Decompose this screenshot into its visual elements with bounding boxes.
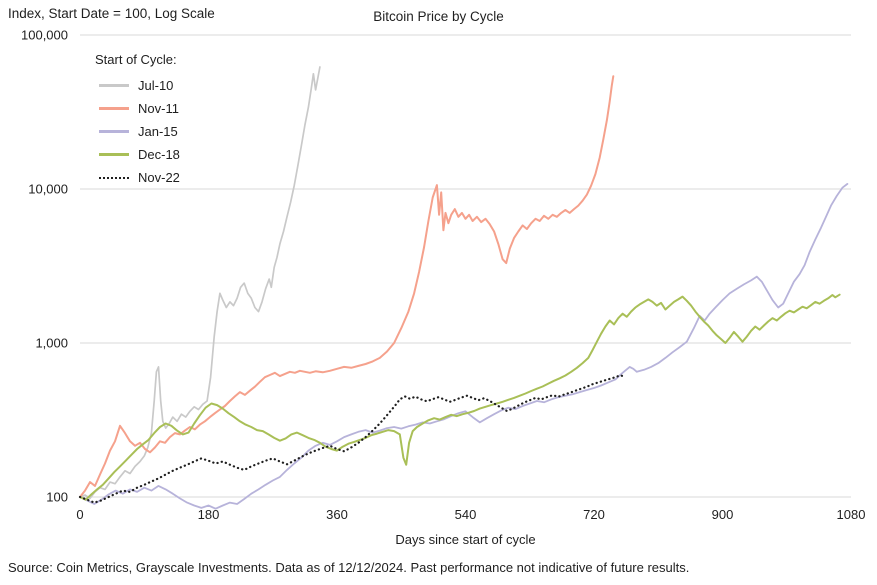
legend-label: Dec-18: [138, 147, 180, 162]
legend-label: Nov-22: [138, 170, 180, 185]
series-line-jul-10: [79, 66, 321, 500]
legend-item-nov-11: Nov-11: [95, 97, 180, 120]
legend-line-swatch: [99, 107, 129, 110]
y-tick-label: 100,000: [21, 28, 68, 43]
series-line-dec-18: [79, 293, 841, 501]
x-tick-label: 900: [712, 507, 734, 522]
legend-label: Nov-11: [138, 101, 179, 116]
chart-title: Bitcoin Price by Cycle: [373, 9, 504, 24]
x-tick-label: 0: [76, 507, 83, 522]
y-tick-label: 1,000: [35, 336, 68, 351]
legend: Start of Cycle: Jul-10 Nov-11 Jan-15 Dec-18…: [95, 52, 180, 189]
legend-line-swatch: [99, 84, 129, 87]
legend-dotted-line-swatch: [99, 176, 129, 179]
legend-item-jan-15: Jan-15: [95, 120, 180, 143]
series-line-nov-11: [79, 75, 615, 498]
legend-label: Jul-10: [138, 78, 174, 93]
legend-item-dec-18: Dec-18: [95, 143, 180, 166]
series-line-jan-15: [79, 183, 849, 510]
legend-item-nov-22: Nov-22: [95, 166, 180, 189]
x-axis-title: Days since start of cycle: [395, 532, 536, 547]
legend-label: Jan-15: [138, 124, 178, 139]
legend-line-swatch: [99, 153, 129, 156]
x-tick-label: 360: [326, 507, 348, 522]
x-tick-label: 720: [583, 507, 605, 522]
y-tick-label: 100: [46, 490, 68, 505]
x-tick-label: 180: [198, 507, 220, 522]
source-note: Source: Coin Metrics, Grayscale Investme…: [8, 560, 690, 575]
legend-title: Start of Cycle:: [95, 52, 177, 67]
legend-line-swatch: [99, 130, 129, 133]
series-line-nov-22: [78, 374, 626, 504]
axis-note: Index, Start Date = 100, Log Scale: [8, 6, 215, 21]
x-tick-label: 1080: [837, 507, 866, 522]
y-tick-label: 10,000: [28, 182, 68, 197]
legend-item-jul-10: Jul-10: [95, 74, 180, 97]
x-tick-label: 540: [455, 507, 477, 522]
